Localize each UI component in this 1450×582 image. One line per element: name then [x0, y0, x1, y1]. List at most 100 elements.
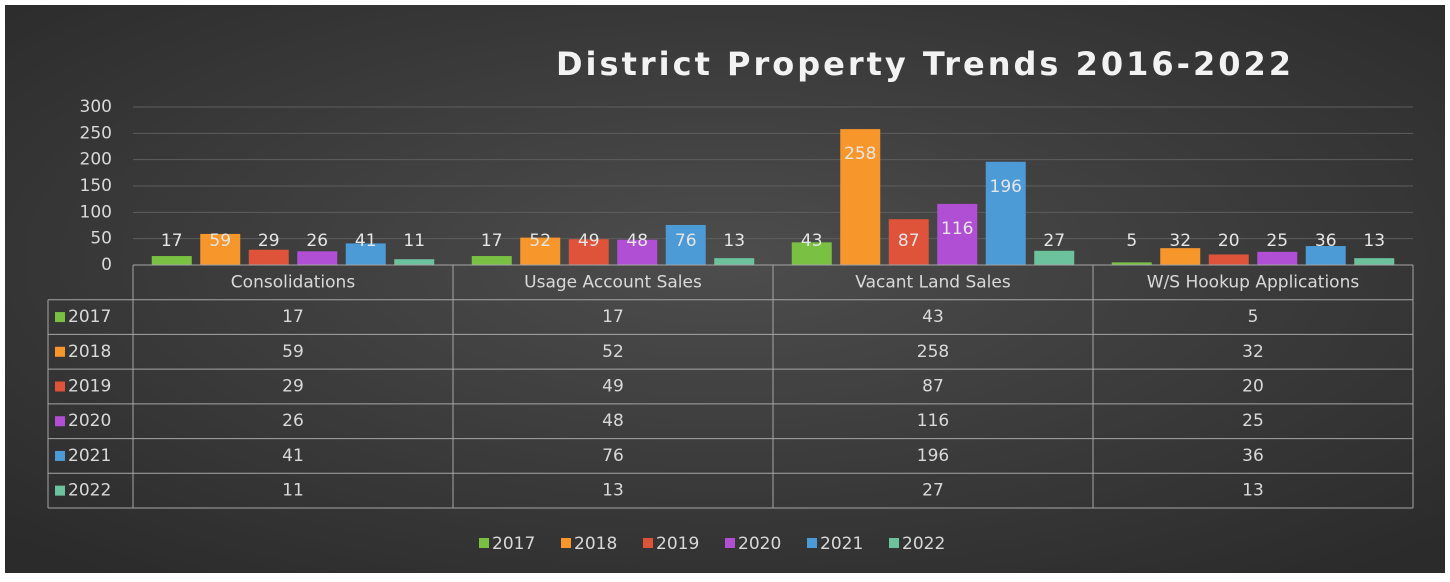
bar [471, 256, 512, 265]
data-label: 36 [1315, 231, 1337, 251]
y-tick-label: 300 [80, 97, 112, 117]
legend-key [725, 538, 735, 548]
y-tick-label: 200 [80, 150, 112, 170]
legend-key [55, 485, 65, 496]
bar [840, 129, 881, 265]
bar [394, 259, 435, 265]
table-row-label: 2021 [68, 446, 111, 466]
data-label: 20 [1218, 231, 1240, 251]
data-label: 26 [306, 231, 328, 251]
legend-key [55, 381, 65, 392]
table-cell: 36 [1242, 446, 1264, 466]
x-tick-label: W/S Hookup Applications [1147, 272, 1360, 292]
data-label: 41 [355, 231, 377, 251]
data-label: 49 [578, 231, 600, 251]
data-label: 11 [403, 231, 425, 251]
data-label: 258 [844, 144, 876, 164]
bar [297, 251, 338, 265]
table-cell: 258 [917, 342, 949, 362]
legend-label: 2022 [902, 534, 945, 554]
data-label: 196 [990, 177, 1022, 197]
legend-key [643, 538, 653, 548]
data-label: 59 [209, 231, 231, 251]
data-label: 76 [675, 231, 697, 251]
bar [888, 219, 929, 265]
table-cell: 13 [602, 481, 624, 501]
table-cell: 52 [602, 342, 624, 362]
data-label: 43 [801, 231, 823, 251]
legend-key [561, 538, 571, 548]
data-label: 17 [481, 231, 503, 251]
table-cell: 5 [1248, 307, 1259, 327]
data-label: 27 [1043, 231, 1065, 251]
table-cell: 11 [282, 481, 304, 501]
table-row-label: 2020 [68, 411, 111, 431]
data-label: 25 [1266, 231, 1288, 251]
legend-key [889, 538, 899, 548]
table-row-label: 2019 [68, 377, 111, 397]
bar [714, 258, 755, 265]
chart-background [5, 5, 1445, 573]
bar [985, 161, 1026, 265]
bar [1257, 251, 1298, 265]
legend-label: 2019 [656, 534, 699, 554]
table-cell: 17 [282, 307, 304, 327]
legend-key [55, 450, 65, 461]
bar [200, 233, 241, 265]
table-cell: 76 [602, 446, 624, 466]
legend-key [55, 312, 65, 323]
data-label: 13 [723, 231, 745, 251]
legend-key [479, 538, 489, 548]
data-label: 17 [161, 231, 183, 251]
y-tick-label: 250 [80, 123, 112, 143]
data-label: 116 [941, 219, 973, 239]
table-cell: 59 [282, 342, 304, 362]
bar [1305, 246, 1346, 265]
bar [520, 237, 561, 265]
data-label: 87 [898, 231, 920, 251]
legend-key [55, 346, 65, 357]
bar [791, 242, 832, 265]
table-cell: 43 [922, 307, 944, 327]
table-cell: 48 [602, 411, 624, 431]
table-cell: 27 [922, 481, 944, 501]
table-cell: 25 [1242, 411, 1264, 431]
table-cell: 26 [282, 411, 304, 431]
x-tick-label: Usage Account Sales [524, 272, 702, 292]
table-cell: 49 [602, 377, 624, 397]
chart-title: District Property Trends 2016-2022 [556, 45, 1294, 83]
data-label: 32 [1169, 231, 1191, 251]
y-tick-label: 100 [80, 202, 112, 222]
bar [345, 243, 386, 265]
legend-label: 2020 [738, 534, 781, 554]
bar [1354, 258, 1395, 265]
data-label: 5 [1126, 231, 1137, 251]
table-row-label: 2022 [68, 481, 111, 501]
table-row-label: 2017 [68, 307, 111, 327]
legend-label: 2018 [574, 534, 617, 554]
bar [1034, 250, 1075, 265]
x-tick-label: Vacant Land Sales [855, 272, 1011, 292]
x-tick-label: Consolidations [231, 272, 356, 292]
legend-key [807, 538, 817, 548]
table-cell: 29 [282, 377, 304, 397]
bar [1160, 248, 1201, 265]
data-label: 13 [1363, 231, 1385, 251]
table-cell: 196 [917, 446, 949, 466]
bar [1111, 262, 1152, 265]
legend-label: 2021 [820, 534, 863, 554]
bar [665, 224, 706, 265]
legend-key [55, 416, 65, 427]
data-label: 48 [626, 231, 648, 251]
table-cell: 32 [1242, 342, 1264, 362]
y-tick-label: 0 [101, 255, 112, 275]
bar [568, 239, 609, 265]
table-cell: 87 [922, 377, 944, 397]
data-label: 29 [258, 231, 280, 251]
bar [617, 239, 658, 265]
y-tick-label: 50 [90, 229, 112, 249]
legend-label: 2017 [492, 534, 535, 554]
table-cell: 116 [917, 411, 949, 431]
bar [937, 203, 978, 265]
